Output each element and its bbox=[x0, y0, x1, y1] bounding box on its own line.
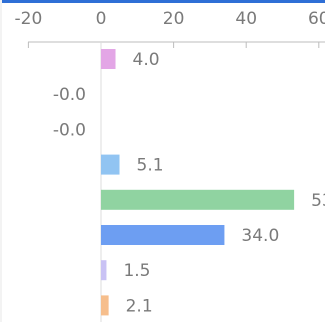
bar bbox=[101, 189, 295, 210]
data-label: 34.0 bbox=[241, 226, 279, 246]
data-label: 2.1 bbox=[126, 296, 153, 316]
bar bbox=[101, 260, 107, 281]
data-label: -0.0 bbox=[53, 120, 86, 140]
x-tick-label: 20 bbox=[163, 9, 185, 29]
bar bbox=[101, 295, 109, 316]
x-tick-label: 60 bbox=[308, 9, 325, 29]
bar bbox=[101, 225, 225, 245]
bar bbox=[101, 154, 120, 175]
x-tick-label: 40 bbox=[235, 9, 257, 29]
data-label: -0.0 bbox=[53, 85, 86, 105]
bar bbox=[101, 49, 116, 69]
top-border bbox=[0, 0, 325, 3]
x-tick-label: 0 bbox=[96, 9, 107, 29]
data-label: 53 bbox=[311, 191, 325, 211]
data-label: 4.0 bbox=[133, 50, 160, 70]
data-label: 5.1 bbox=[137, 156, 164, 176]
x-tick-label: -20 bbox=[15, 9, 43, 29]
left-edge bbox=[0, 0, 2, 322]
data-label: 1.5 bbox=[123, 261, 150, 281]
